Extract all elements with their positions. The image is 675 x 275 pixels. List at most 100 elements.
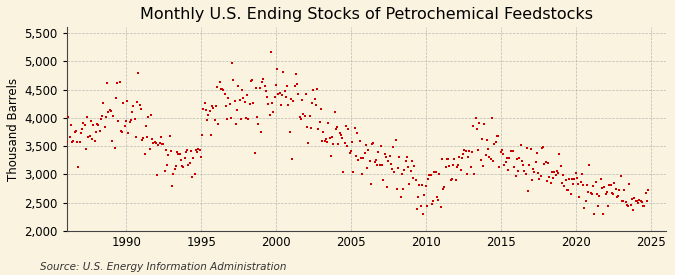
Point — [296, 117, 306, 121]
Point — [362, 166, 373, 170]
Point — [103, 109, 114, 114]
Point — [612, 194, 622, 199]
Point — [168, 172, 179, 177]
Point — [310, 103, 321, 107]
Point — [624, 182, 634, 186]
Point — [183, 163, 194, 167]
Point — [528, 167, 539, 172]
Point — [317, 139, 327, 143]
Point — [232, 108, 242, 112]
Point — [495, 149, 506, 154]
Point — [448, 163, 458, 167]
Point — [422, 204, 433, 208]
Point — [356, 171, 367, 176]
Point — [412, 207, 423, 211]
Point — [129, 117, 140, 122]
Point — [179, 156, 190, 160]
Point — [610, 187, 621, 192]
Point — [283, 103, 294, 107]
Point — [196, 155, 207, 160]
Point — [558, 172, 568, 177]
Point — [639, 203, 650, 208]
Point — [215, 87, 226, 91]
Point — [589, 212, 600, 216]
Point — [72, 139, 82, 144]
Point — [230, 122, 241, 126]
Point — [303, 141, 314, 145]
Point — [470, 116, 481, 120]
Point — [246, 79, 256, 83]
Point — [368, 141, 379, 145]
Point — [218, 87, 229, 92]
Point — [488, 158, 499, 163]
Point — [425, 172, 436, 177]
Point — [309, 97, 320, 101]
Point — [193, 147, 204, 151]
Point — [353, 158, 364, 163]
Point — [429, 170, 440, 174]
Point — [180, 150, 191, 155]
Point — [604, 182, 615, 187]
Point — [227, 61, 238, 65]
Point — [354, 139, 365, 143]
Point — [269, 95, 280, 99]
Point — [205, 133, 216, 138]
Text: Source: U.S. Energy Information Administration: Source: U.S. Energy Information Administ… — [40, 262, 287, 272]
Point — [634, 197, 645, 202]
Point — [335, 133, 346, 137]
Point — [541, 179, 552, 183]
Point — [449, 157, 460, 162]
Point — [89, 139, 100, 144]
Point — [63, 115, 74, 119]
Point — [506, 149, 517, 153]
Title: Monthly U.S. Ending Stocks of Petrochemical Feedstocks: Monthly U.S. Ending Stocks of Petrochemi… — [140, 7, 593, 22]
Point — [490, 140, 501, 144]
Point — [186, 148, 196, 153]
Point — [228, 78, 239, 82]
Point — [387, 167, 398, 172]
Point — [331, 125, 342, 130]
Point — [367, 142, 377, 146]
Point — [139, 152, 150, 157]
Point — [133, 70, 144, 75]
Point — [327, 134, 338, 139]
Point — [130, 134, 141, 139]
Point — [616, 199, 627, 204]
Point — [628, 208, 639, 213]
Point — [365, 182, 376, 186]
Point — [580, 199, 591, 204]
Point — [161, 147, 171, 152]
Point — [615, 174, 626, 179]
Point — [194, 148, 205, 152]
Point — [523, 188, 534, 193]
Point — [92, 122, 103, 126]
Point — [499, 163, 510, 167]
Point — [512, 157, 522, 161]
Point — [481, 138, 492, 142]
Point — [459, 148, 470, 153]
Point — [306, 101, 317, 106]
Point — [213, 122, 223, 126]
Point — [196, 133, 207, 137]
Point — [435, 205, 446, 209]
Point — [359, 151, 370, 156]
Point — [389, 169, 400, 174]
Point — [105, 109, 116, 113]
Point — [67, 140, 78, 144]
Point — [462, 172, 472, 177]
Point — [142, 134, 153, 139]
Point — [293, 92, 304, 97]
Point — [369, 160, 380, 164]
Point — [565, 192, 576, 197]
Point — [585, 191, 596, 196]
Point — [171, 150, 182, 155]
Point — [415, 203, 426, 208]
Point — [529, 169, 540, 174]
Point — [594, 193, 605, 198]
Point — [438, 187, 449, 192]
Point — [117, 130, 128, 134]
Point — [199, 100, 210, 105]
Point — [605, 183, 616, 187]
Point — [126, 117, 136, 122]
Point — [246, 78, 257, 82]
